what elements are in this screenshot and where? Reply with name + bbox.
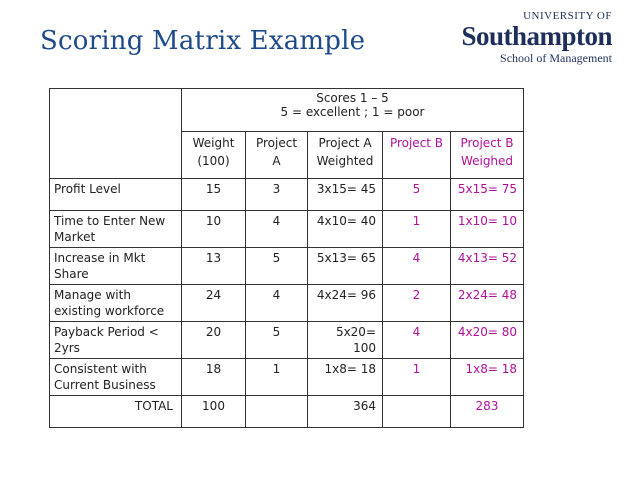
project-b-score-cell: 4 xyxy=(382,247,451,285)
project-a-score-cell: 5 xyxy=(245,247,308,285)
project-a-weighted-cell: 4x10= 40 xyxy=(307,210,383,248)
slide-title: Scoring Matrix Example xyxy=(40,26,366,56)
total-project-b-weighted: 283 xyxy=(450,395,524,428)
weight-cell: 13 xyxy=(181,247,246,285)
table-row: Manage with existing workforce 24 4 4x24… xyxy=(49,284,524,322)
header-weight-l1: Weight xyxy=(192,136,235,150)
project-b-score-cell: 4 xyxy=(382,321,451,359)
header-project-b-weighed-l2: Weighed xyxy=(460,154,514,168)
project-b-score-cell: 5 xyxy=(382,178,451,211)
criterion-cell: Consistent with Current Business xyxy=(49,358,182,396)
project-b-weighted-cell: 4x13= 52 xyxy=(450,247,524,285)
scores-range: Scores 1 – 5 xyxy=(316,91,389,105)
weight-cell: 10 xyxy=(181,210,246,248)
project-a-score-cell: 4 xyxy=(245,284,308,322)
project-b-score-cell: 2 xyxy=(382,284,451,322)
scores-header-row: Scores 1 – 5 5 = excellent ; 1 = poor xyxy=(49,88,524,179)
criterion-cell: Payback Period < 2yrs xyxy=(49,321,182,359)
scoring-matrix-table: Scores 1 – 5 5 = excellent ; 1 = poor We… xyxy=(49,88,524,428)
empty-corner-cell xyxy=(49,88,182,179)
header-project-a-l1: Project xyxy=(255,136,298,150)
project-a-score-cell: 4 xyxy=(245,210,308,248)
header-project-a: Project A xyxy=(245,131,308,179)
project-a-weighted-cell: 1x8= 18 xyxy=(307,358,383,396)
total-row: TOTAL 100 364 283 xyxy=(49,395,524,428)
table-row: Increase in Mkt Share 13 5 5x13= 65 4 4x… xyxy=(49,247,524,285)
weight-cell: 18 xyxy=(181,358,246,396)
project-a-score-cell: 3 xyxy=(245,178,308,211)
scoring-matrix-table-wrap: Scores 1 – 5 5 = excellent ; 1 = poor We… xyxy=(49,88,524,428)
total-project-a-weighted: 364 xyxy=(307,395,383,428)
weight-cell: 20 xyxy=(181,321,246,359)
project-b-weighted-cell: 1x10= 10 xyxy=(450,210,524,248)
table-row: Profit Level 15 3 3x15= 45 5 5x15= 75 xyxy=(49,178,524,211)
total-weight: 100 xyxy=(181,395,246,428)
header-project-a-weighted: Project A Weighted xyxy=(307,131,383,179)
project-a-score-cell: 5 xyxy=(245,321,308,359)
project-a-weighted-cell: 4x24= 96 xyxy=(307,284,383,322)
weight-cell: 15 xyxy=(181,178,246,211)
project-a-weighted-cell: 5x20= 100 xyxy=(307,321,383,359)
criterion-cell: Manage with existing workforce xyxy=(49,284,182,322)
project-b-weighted-cell: 5x15= 75 xyxy=(450,178,524,211)
table-row: Time to Enter New Market 10 4 4x10= 40 1… xyxy=(49,210,524,248)
scores-legend: 5 = excellent ; 1 = poor xyxy=(280,105,425,119)
header-project-a-weighted-l2: Weighted xyxy=(316,154,374,168)
logo-school: School of Management xyxy=(500,51,612,65)
project-b-weighted-cell: 1x8= 18 xyxy=(450,358,524,396)
criterion-cell: Profit Level xyxy=(49,178,182,211)
logo-southampton: Southampton xyxy=(461,21,612,51)
column-header-row: Weight (100) Project A Project A Weighte… xyxy=(50,131,524,179)
total-empty-a xyxy=(245,395,308,428)
header-project-b-weighed: Project B Weighed xyxy=(450,131,524,179)
header-project-b-weighed-l1: Project B xyxy=(460,136,514,150)
criterion-cell: Increase in Mkt Share xyxy=(49,247,182,285)
total-empty-b xyxy=(382,395,451,428)
criterion-cell: Time to Enter New Market xyxy=(49,210,182,248)
weight-cell: 24 xyxy=(181,284,246,322)
project-b-weighted-cell: 4x20= 80 xyxy=(450,321,524,359)
project-a-weighted-cell: 5x13= 65 xyxy=(307,247,383,285)
header-project-a-weighted-l1: Project A xyxy=(318,136,372,150)
total-label: TOTAL xyxy=(49,395,182,428)
header-weight-l2: (100) xyxy=(197,154,230,168)
project-a-weighted-cell: 3x15= 45 xyxy=(307,178,383,211)
header-weight: Weight (100) xyxy=(181,131,246,179)
logo-university-of: UNIVERSITY OF xyxy=(523,10,612,22)
header-project-a-l2: A xyxy=(272,154,281,168)
project-b-score-cell: 1 xyxy=(382,358,451,396)
table-row: Payback Period < 2yrs 20 5 5x20= 100 4 4… xyxy=(49,321,524,359)
project-b-weighted-cell: 2x24= 48 xyxy=(450,284,524,322)
project-a-score-cell: 1 xyxy=(245,358,308,396)
university-logo: UNIVERSITY OF Southampton School of Mana… xyxy=(442,10,612,66)
table-row: Consistent with Current Business 18 1 1x… xyxy=(49,358,524,396)
header-project-b: Project B xyxy=(382,131,451,179)
header-project-b-l1: Project B xyxy=(389,136,444,150)
scores-header-cell: Scores 1 – 5 5 = excellent ; 1 = poor xyxy=(181,88,524,132)
project-b-score-cell: 1 xyxy=(382,210,451,248)
